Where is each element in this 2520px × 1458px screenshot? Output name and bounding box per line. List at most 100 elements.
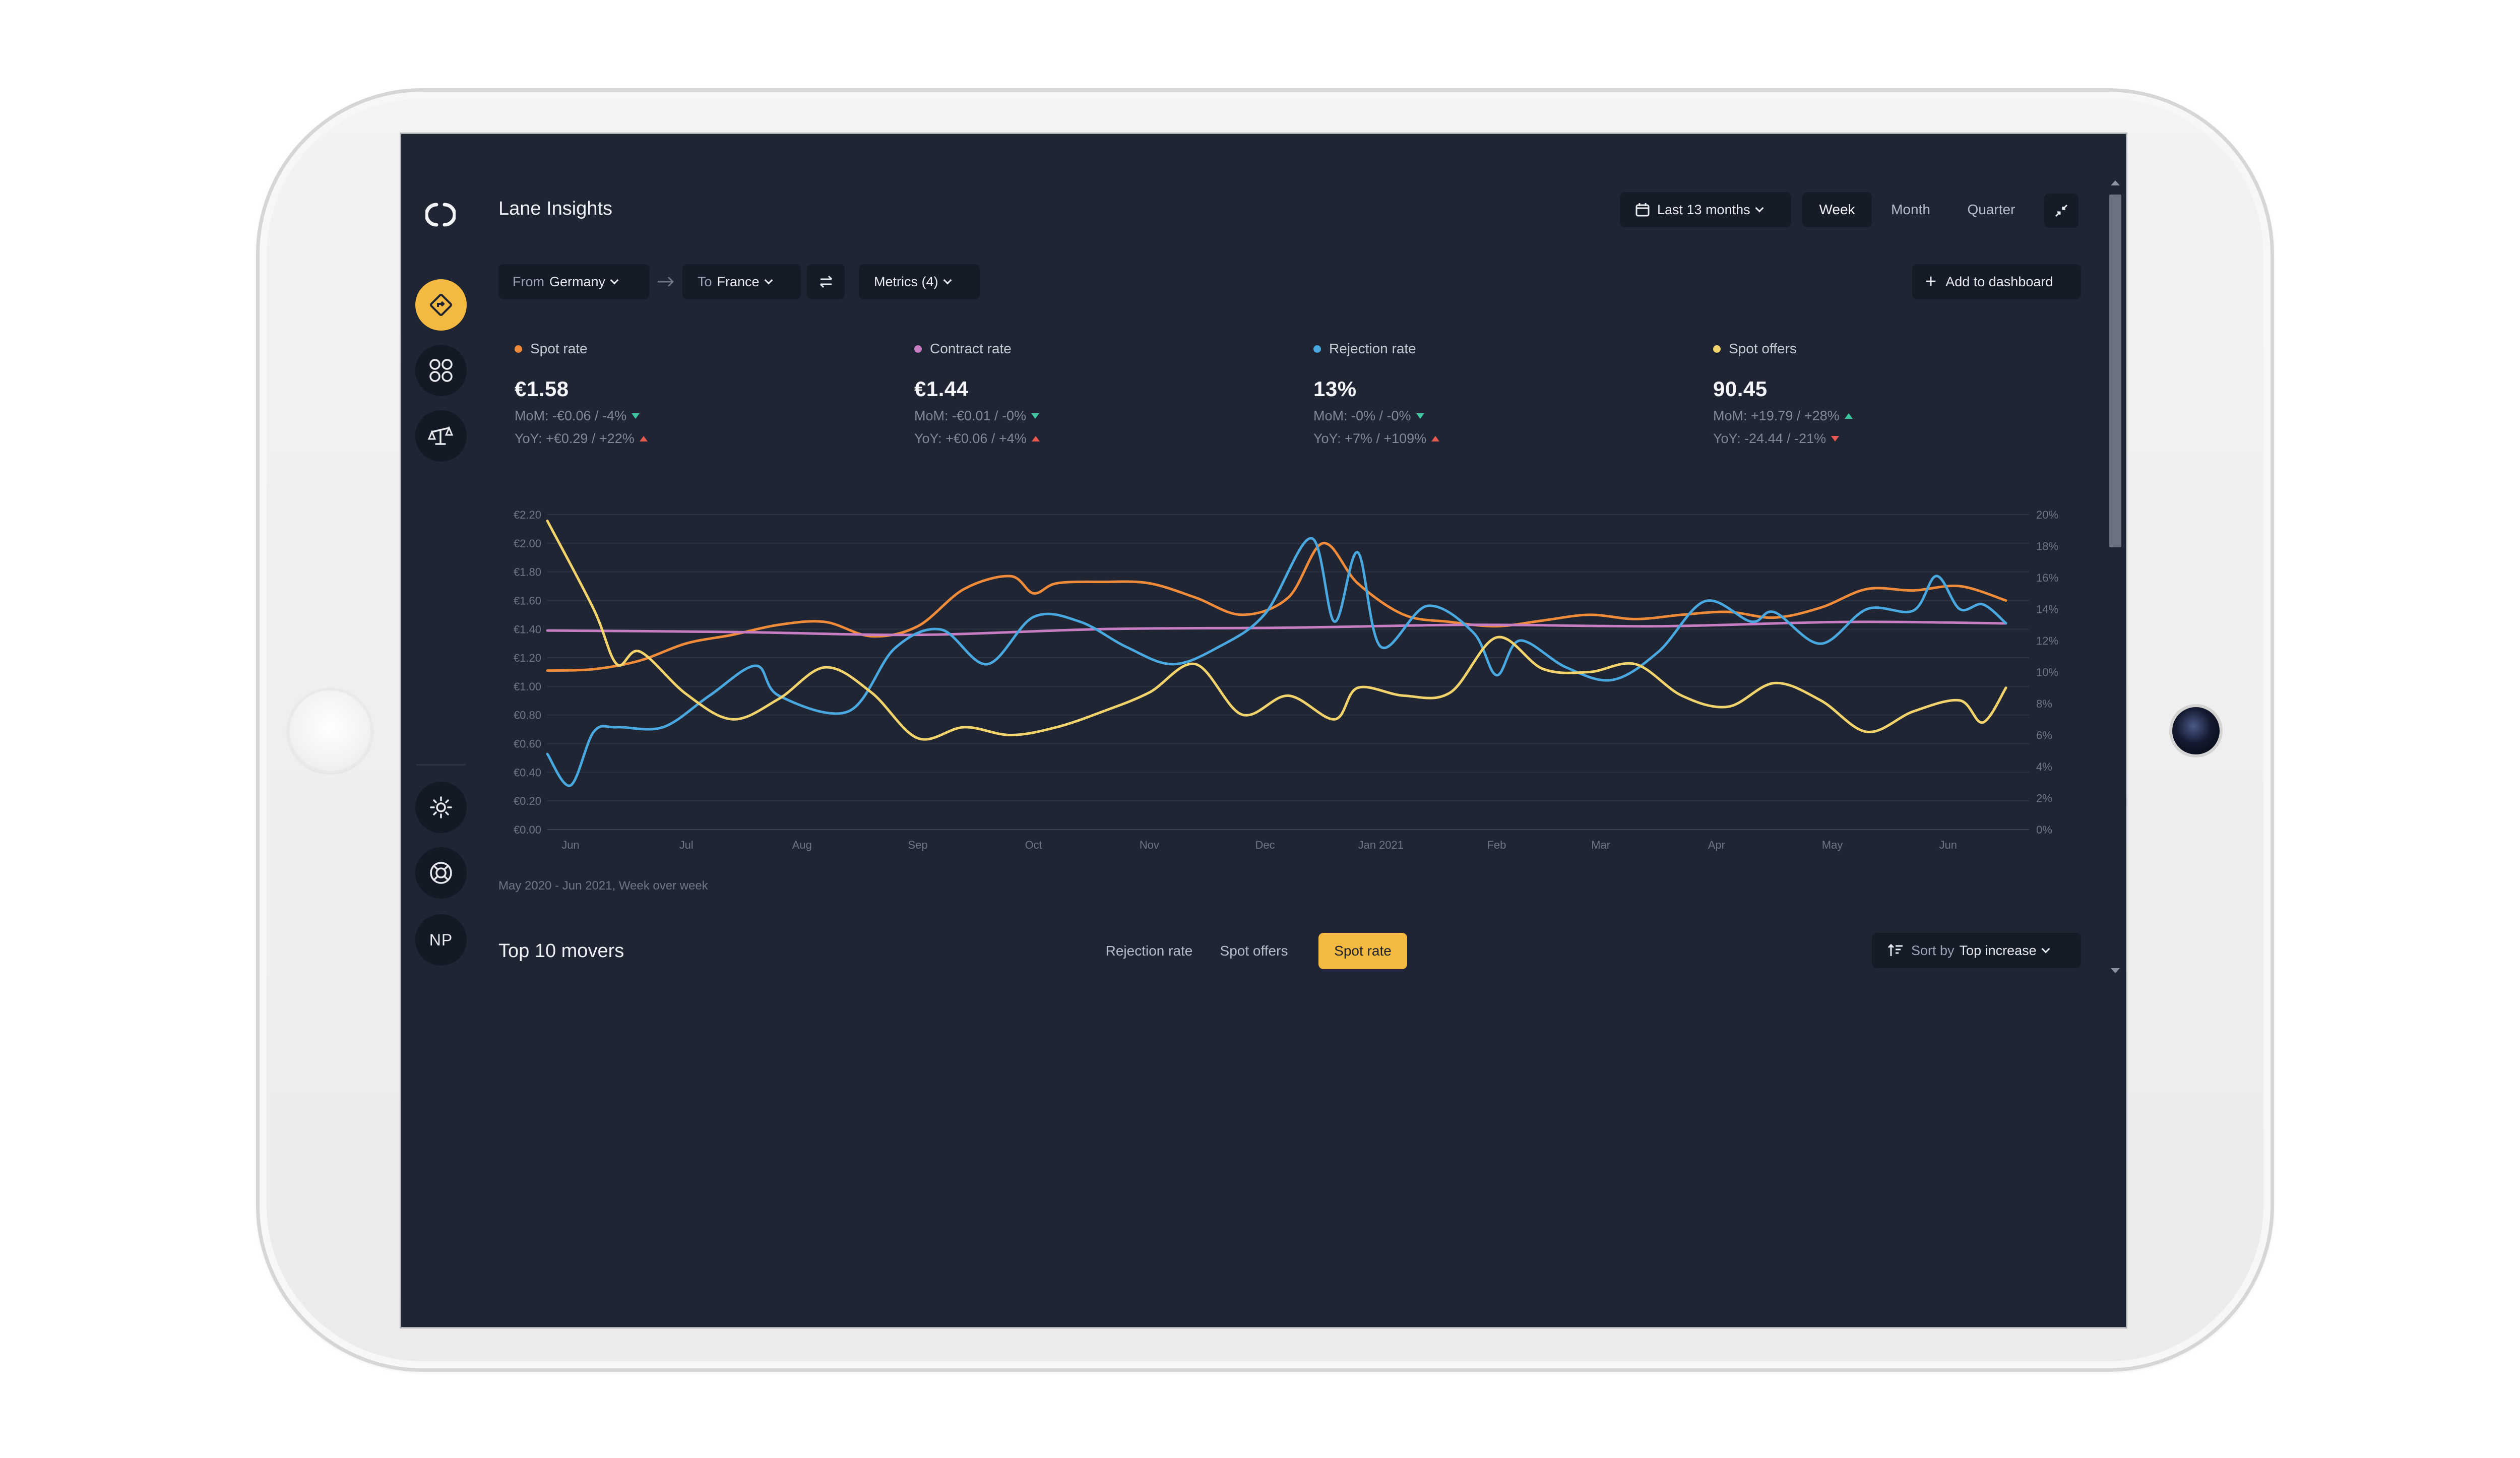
- x-tick-label: Jan 2021: [1358, 839, 1404, 851]
- scale-icon[interactable]: [415, 410, 467, 462]
- metric-yoy: YoY: +7% / +109%: [1313, 431, 1427, 446]
- calendar-icon: [1635, 203, 1650, 217]
- metric-card-contract-rate: Contract rate €1.44 MoM: -€0.01 / -0% Yo…: [914, 341, 1267, 447]
- metric-value: €1.58: [515, 377, 569, 401]
- sort-dropdown[interactable]: Sort by Top increase: [1872, 933, 2081, 968]
- scroll-down-icon[interactable]: [2111, 968, 2120, 973]
- chevron-down-icon: [2041, 944, 2050, 954]
- metric-card-rejection-rate: Rejection rate 13% MoM: -0% / -0% YoY: +…: [1313, 341, 1666, 447]
- metric-yoy: YoY: +€0.06 / +4%: [914, 431, 1027, 446]
- metrics-dropdown[interactable]: Metrics (4): [859, 264, 980, 299]
- metric-name: Spot offers: [1729, 341, 1797, 356]
- metric-name: Rejection rate: [1329, 341, 1416, 356]
- y-left-tick-label: €1.80: [514, 566, 541, 579]
- x-tick-label: Nov: [1140, 839, 1159, 851]
- tab-month[interactable]: Month: [1891, 202, 1930, 217]
- scrollbar-thumb[interactable]: [2109, 195, 2121, 547]
- user-avatar[interactable]: NP: [415, 914, 467, 966]
- y-right-tick-label: 14%: [2036, 603, 2058, 616]
- metric-name: Spot rate: [530, 341, 588, 356]
- y-left-tick-label: €2.20: [514, 509, 541, 521]
- y-right-tick-label: 4%: [2036, 760, 2052, 773]
- page-title: Lane Insights: [498, 198, 613, 219]
- y-left-tick-label: €1.40: [514, 623, 541, 636]
- tab-spot-rate[interactable]: Spot rate: [1318, 933, 1407, 969]
- x-tick-label: Jun: [1939, 839, 1957, 851]
- metric-yoy: YoY: -24.44 / -21%: [1713, 431, 1826, 446]
- camera-lens: [2172, 707, 2220, 754]
- trend-down-icon: [1416, 413, 1424, 419]
- series-line-rejection-rate: [546, 537, 2007, 787]
- y-left-tick-label: €2.00: [514, 537, 541, 550]
- sidebar: NP: [401, 134, 477, 1327]
- tab-quarter[interactable]: Quarter: [1967, 202, 2015, 217]
- to-value: France: [717, 274, 760, 289]
- y-left-tick-label: €0.60: [514, 738, 541, 750]
- scroll-up-icon[interactable]: [2111, 180, 2120, 185]
- date-range-label: Last 13 months: [1657, 202, 1750, 217]
- apps-grid-icon[interactable]: [415, 345, 467, 396]
- series-dot: [1713, 345, 1721, 353]
- y-left-tick-label: €0.40: [514, 766, 541, 779]
- add-to-dashboard-button[interactable]: + Add to dashboard: [1912, 264, 2081, 299]
- y-left-tick-label: €0.00: [514, 823, 541, 836]
- x-tick-label: Feb: [1487, 839, 1506, 851]
- lane-insights-icon[interactable]: [415, 279, 467, 331]
- y-right-tick-label: 6%: [2036, 729, 2052, 742]
- swap-button[interactable]: [807, 264, 845, 299]
- swap-arrows-icon: [820, 275, 832, 288]
- home-button[interactable]: [287, 688, 373, 774]
- trend-up-icon: [1031, 436, 1040, 441]
- metric-value: €1.44: [914, 377, 969, 401]
- from-prefix: From: [513, 274, 544, 289]
- y-right-tick-label: 10%: [2036, 666, 2058, 679]
- logo-icon[interactable]: [425, 200, 456, 230]
- tab-week[interactable]: Week: [1802, 192, 1872, 227]
- app-screen: NP Lane Insights Last 13 months Week Mon…: [400, 133, 2127, 1328]
- series-dot: [914, 345, 922, 353]
- metric-mom: MoM: -0% / -0%: [1313, 408, 1411, 423]
- date-range-dropdown[interactable]: Last 13 months: [1620, 192, 1791, 227]
- metric-card-spot-offers: Spot offers 90.45 MoM: +19.79 / +28% YoY…: [1713, 341, 2066, 447]
- x-tick-label: Jul: [679, 839, 694, 851]
- series-line-spot-rate: [546, 542, 2007, 672]
- series-dot: [515, 345, 522, 353]
- collapse-arrows-icon: [2055, 204, 2068, 217]
- x-tick-label: Mar: [1591, 839, 1610, 851]
- chevron-down-icon: [610, 276, 619, 285]
- y-right-tick-label: 18%: [2036, 540, 2058, 553]
- trend-up-icon: [1431, 436, 1440, 441]
- y-right-tick-label: 20%: [2036, 509, 2058, 521]
- y-left-tick-label: €0.80: [514, 709, 541, 722]
- series-line-contract-rate: [546, 620, 2007, 637]
- trend-down-icon: [1831, 436, 1840, 441]
- sidebar-divider: [416, 764, 466, 766]
- tab-spot-offers[interactable]: Spot offers: [1220, 943, 1288, 959]
- series-line-spot-offers: [546, 520, 2007, 741]
- chart-caption: May 2020 - Jun 2021, Week over week: [498, 879, 708, 893]
- to-country-dropdown[interactable]: To France: [682, 264, 801, 299]
- collapse-button[interactable]: [2044, 194, 2078, 228]
- y-left-tick-label: €1.60: [514, 594, 541, 607]
- tab-rejection-rate[interactable]: Rejection rate: [1105, 943, 1193, 959]
- y-left-tick-label: €1.00: [514, 680, 541, 693]
- plus-icon: +: [1925, 271, 1937, 292]
- theme-sun-icon[interactable]: [415, 782, 467, 833]
- from-country-dropdown[interactable]: From Germany: [498, 264, 650, 299]
- sort-icon: [1887, 943, 1903, 956]
- lane-chart: €0.00 €0.20 €0.40 €0.60 €0.80 €1.00 €1.20 €1.40…: [514, 509, 2058, 851]
- x-tick-label: Sep: [908, 839, 927, 851]
- trend-up-icon: [639, 436, 648, 441]
- metrics-label: Metrics (4): [874, 274, 938, 289]
- sort-value: Top increase: [1959, 942, 2037, 958]
- sort-prefix: Sort by: [1911, 942, 1955, 958]
- x-tick-label: Jun: [561, 839, 579, 851]
- chevron-down-icon: [764, 276, 773, 285]
- support-lifebuoy-icon[interactable]: [415, 847, 467, 899]
- x-tick-label: Oct: [1025, 839, 1042, 851]
- x-tick-label: May: [1822, 839, 1843, 851]
- metric-mom: MoM: -€0.06 / -4%: [515, 408, 627, 423]
- x-tick-label: Aug: [792, 839, 812, 851]
- from-value: Germany: [549, 274, 606, 289]
- y-left-tick-label: €0.20: [514, 795, 541, 807]
